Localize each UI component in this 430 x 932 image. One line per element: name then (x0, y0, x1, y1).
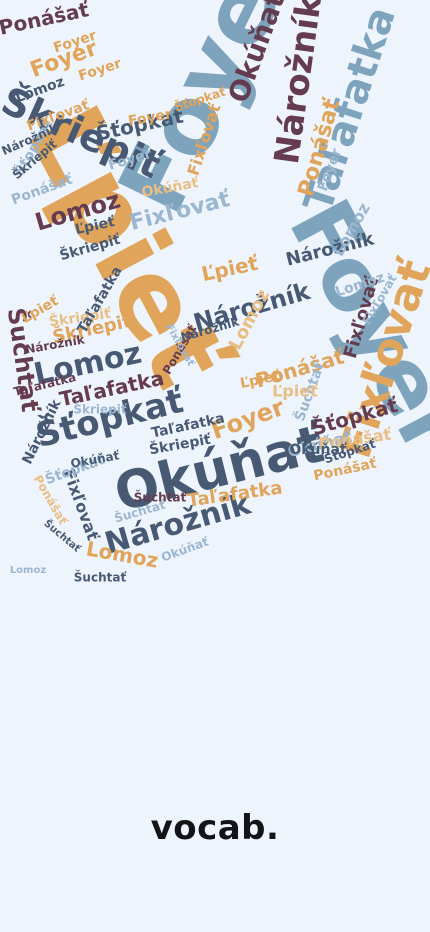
app-wordmark: vocab. (150, 808, 280, 848)
word-cloud-word: Okúňať (289, 442, 348, 458)
word-cloud-word: Lomoz (10, 565, 47, 576)
word-cloud-word: Foyer (127, 106, 173, 129)
word-cloud-word: Šuchtať (134, 490, 188, 505)
word-cloud-word: Ľpieť (272, 382, 319, 401)
word-cloud-word: Škriepiť (73, 402, 127, 417)
word-cloud-illustration: Foyer Ľpieť Foyer Taľafatka Škriepiť Fixľovať… (0, 0, 430, 585)
word-cloud-word: Ľpieť (199, 251, 261, 287)
word-cloud-word: Šuchtať (74, 570, 128, 585)
